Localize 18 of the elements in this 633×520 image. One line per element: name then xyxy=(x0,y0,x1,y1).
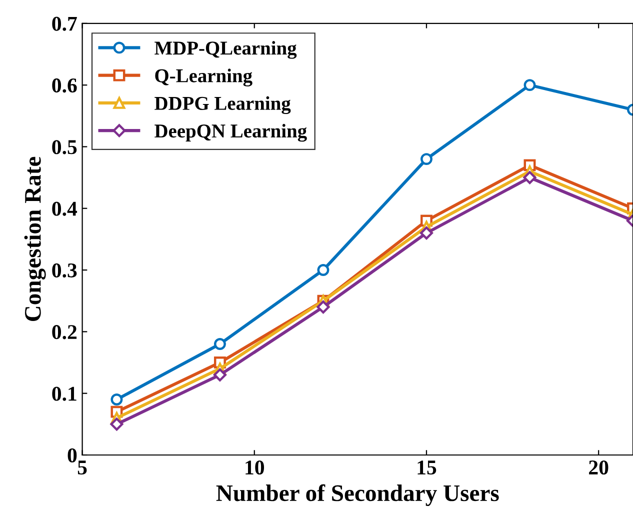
x-axis-title: Number of Secondary Users xyxy=(216,484,499,506)
legend-label: MDP-QLearning xyxy=(154,41,297,59)
y-tick-label: 0.3 xyxy=(52,263,77,278)
y-tick-label: 0.7 xyxy=(52,16,77,31)
x-tick-label: 15 xyxy=(418,460,436,475)
y-tick-label: 0.1 xyxy=(52,386,76,401)
y-tick-label: 0.6 xyxy=(52,78,77,93)
y-tick-label: 0 xyxy=(68,448,77,462)
y-tick-label: 0.4 xyxy=(52,202,78,216)
x-tick-label: 5 xyxy=(78,460,87,475)
y-tick-label: 0.2 xyxy=(52,325,77,340)
x-tick-label: 10 xyxy=(246,460,264,475)
legend-label: DeepQN Learning xyxy=(154,124,307,142)
y-tick-label: 0.5 xyxy=(52,140,77,154)
x-tick-label: 20 xyxy=(589,460,608,475)
legend-label: DDPG Learning xyxy=(154,96,291,114)
legend-label: Q-Learning xyxy=(155,68,252,86)
y-axis-title: Congestion Rate xyxy=(24,156,46,322)
